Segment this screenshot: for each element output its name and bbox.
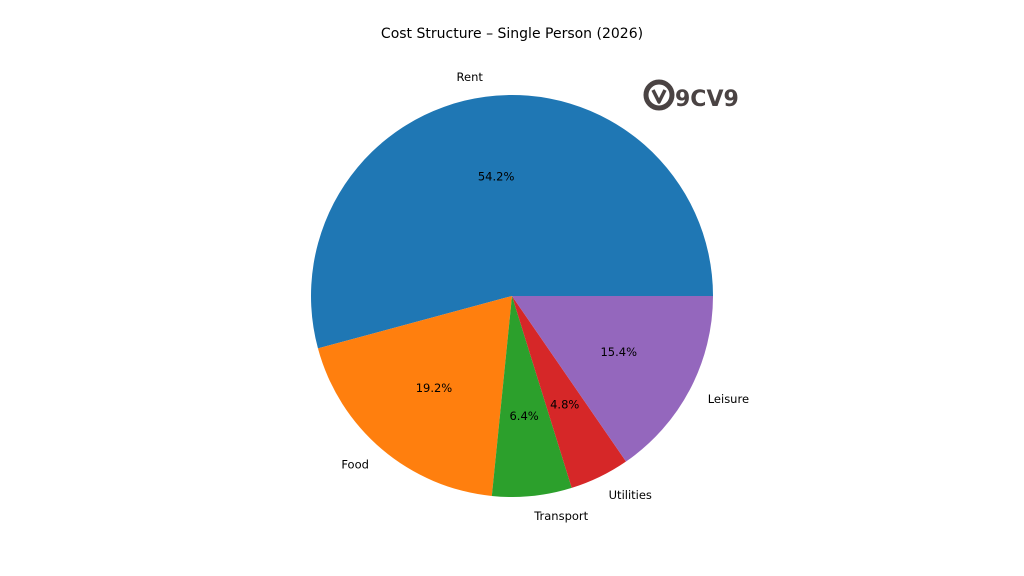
slice-food (317, 296, 512, 496)
watermark-logo: 9CV9 (643, 79, 739, 112)
slice-leisure (512, 296, 713, 462)
slice-label-rent: Rent (457, 70, 484, 84)
slice-label-transport: Transport (533, 509, 588, 523)
slice-label-food: Food (341, 458, 369, 472)
slice-label-leisure: Leisure (708, 392, 749, 406)
watermark-text: 9CV9 (675, 87, 739, 112)
9cv9-logo-icon (643, 79, 675, 111)
slice-transport (491, 296, 572, 497)
chart-title: Cost Structure – Single Person (2026) (381, 26, 643, 42)
slice-rent (310, 94, 713, 349)
slice-label-utilities: Utilities (609, 488, 652, 502)
pct-label-leisure: 15.4% (600, 345, 637, 359)
pct-label-rent: 54.2% (478, 169, 515, 183)
pct-label-utilities: 4.8% (550, 397, 579, 411)
slice-utilities (512, 296, 627, 488)
pie-slices (310, 94, 713, 497)
pct-label-food: 19.2% (416, 381, 453, 395)
pie-labels: 54.2% Rent 19.2% Food 6.4% Transport 4.8% Utili… (341, 70, 749, 523)
pct-label-transport: 6.4% (509, 409, 538, 423)
